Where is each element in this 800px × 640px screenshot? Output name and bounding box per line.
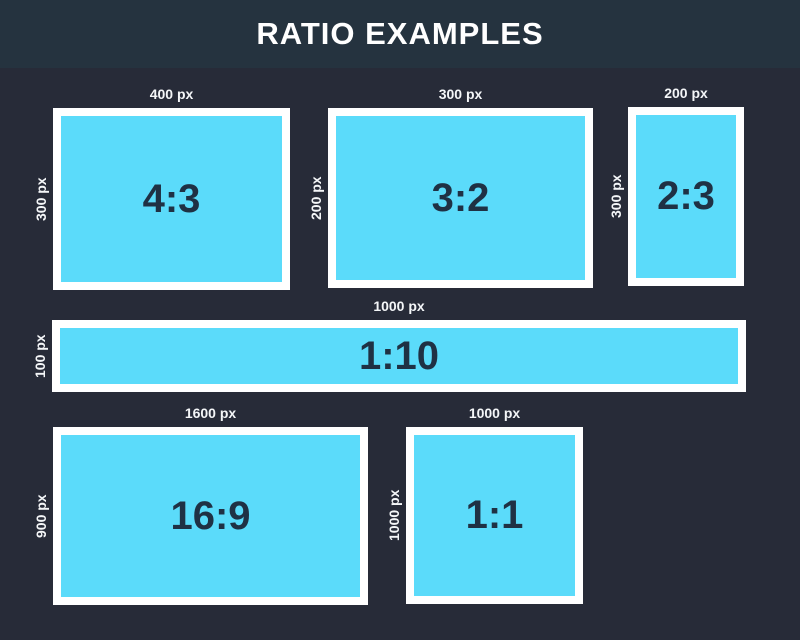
page-title: RATIO EXAMPLES [256,16,544,51]
ratio-box-frame: 1:1 [406,427,583,604]
figure-3-2: 300 px 200 px 3:2 [304,84,593,288]
ratio-box: 1:10 [60,328,738,384]
ratio-box: 3:2 [336,116,585,280]
ratio-value: 16:9 [170,493,251,538]
ratio-box-frame: 4:3 [53,108,290,290]
width-label: 1000 px [468,405,521,421]
ratio-box-frame: 16:9 [53,427,368,605]
ratio-value: 1:10 [358,333,440,378]
ratio-value: 1:1 [465,493,524,537]
ratio-value: 4:3 [142,176,201,221]
figure-1-1: 1000 px 1000 px 1:1 [382,403,583,604]
figure-4-3: 400 px 300 px 4:3 [29,84,290,290]
ratio-box-frame: 2:3 [628,107,744,286]
ratio-box: 16:9 [61,435,360,597]
width-label: 200 px [664,85,708,101]
ratio-box-frame: 1:10 [52,320,746,392]
width-label: 300 px [438,86,483,102]
height-label: 300 px [608,174,624,219]
ratio-box: 2:3 [636,115,736,278]
width-label: 1000 px [373,298,425,314]
height-label: 900 px [33,494,49,538]
width-label: 400 px [149,86,194,102]
ratio-box-frame: 3:2 [328,108,593,288]
ratio-box: 1:1 [414,435,575,596]
width-label: 1600 px [184,405,237,421]
height-label: 200 px [308,176,324,220]
ratio-box: 4:3 [61,116,282,282]
figure-16-9: 1600 px 900 px 16:9 [29,403,368,605]
figure-1-10: 1000 px 100 px 1:10 [28,296,746,392]
height-label: 1000 px [386,489,402,542]
ratio-value: 3:2 [431,175,490,220]
height-label: 300 px [33,177,49,221]
height-label: 100 px [32,334,48,378]
ratio-value: 2:3 [657,174,715,218]
header-bar: RATIO EXAMPLES [0,0,800,68]
figure-2-3: 200 px 300 px 2:3 [604,83,744,286]
